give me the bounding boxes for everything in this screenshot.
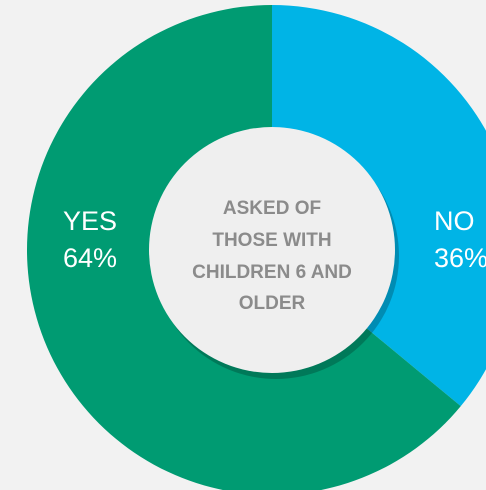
slice-value-yes: 64% [63,243,117,273]
slice-label-no: NO [434,206,475,236]
center-text-line-2: THOSE WITH [212,230,331,251]
slice-value-no: 36% [434,243,486,273]
slice-label-yes: YES [63,206,117,236]
center-circle [149,127,395,373]
center-text-line-3: CHILDREN 6 AND [192,262,352,283]
center-text-line-1: ASKED OF [223,198,321,219]
center-text-line-4: OLDER [239,293,306,314]
